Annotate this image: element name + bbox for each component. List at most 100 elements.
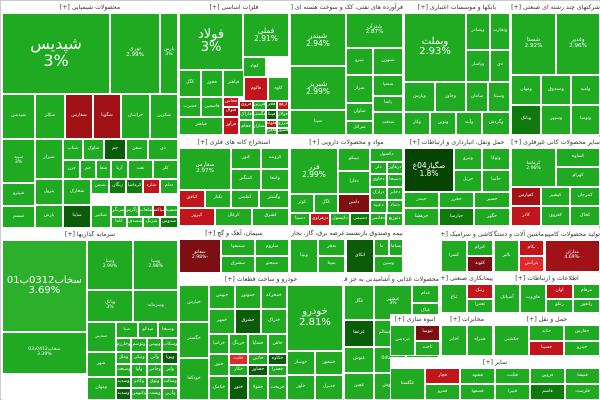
treemap-tile[interactable]: وتوسم xyxy=(131,338,147,352)
treemap-tile[interactable]: سامان xyxy=(466,81,488,113)
treemap-tile[interactable]: وگردش xyxy=(482,112,510,135)
treemap-tile[interactable]: صگیاز04غ 1.8% xyxy=(404,148,454,192)
treemap-tile[interactable]: رتکو xyxy=(546,298,573,313)
treemap-tile[interactable]: غنوش xyxy=(344,347,374,373)
treemap-tile[interactable]: ونوین xyxy=(430,112,456,135)
treemap-tile[interactable]: شاوک xyxy=(83,138,104,160)
treemap-tile[interactable]: کلوند xyxy=(467,256,493,272)
treemap-tile[interactable]: دلر xyxy=(370,162,387,175)
treemap-tile[interactable]: فباهنر xyxy=(223,69,244,98)
treemap-tile[interactable]: دزهراوی xyxy=(310,212,330,226)
treemap-tile[interactable]: پارس 3% xyxy=(160,13,178,94)
treemap-tile[interactable]: کبافق xyxy=(179,190,205,208)
treemap-tile[interactable]: فرآور xyxy=(223,116,239,135)
treemap-tile[interactable]: فزر 2.99% xyxy=(290,148,338,194)
treemap-tile[interactable]: وصنا 2.99% xyxy=(86,240,134,290)
treemap-tile[interactable]: حرهشا xyxy=(404,208,439,226)
treemap-tile[interactable]: کنور xyxy=(231,148,261,170)
treemap-tile[interactable]: دامین xyxy=(338,193,370,213)
treemap-tile[interactable]: فالوم xyxy=(244,77,268,102)
treemap-tile[interactable]: کساوه xyxy=(556,148,600,168)
treemap-tile[interactable]: غچین xyxy=(344,372,374,400)
treemap-tile[interactable]: دقاضی xyxy=(370,212,386,226)
treemap-tile[interactable]: خفناور xyxy=(248,365,268,377)
treemap-tile[interactable]: شبهرن xyxy=(373,47,403,76)
treemap-tile[interactable]: کمرجان xyxy=(570,186,600,206)
treemap-tile[interactable]: دفارا xyxy=(338,170,370,194)
treemap-tile[interactable]: حبندر xyxy=(404,191,439,209)
treemap-tile[interactable]: دتوزیع xyxy=(386,212,403,226)
treemap-tile[interactable]: شفا xyxy=(96,159,111,179)
sector-header-label[interactable]: محصولات غذایی و آشامیدنی به جز قند و شکر… xyxy=(344,274,439,285)
treemap-tile[interactable]: وتوصا xyxy=(571,104,600,135)
sector-header-label[interactable]: سایر [+] xyxy=(390,357,600,368)
treemap-tile[interactable]: حگهر xyxy=(474,208,510,226)
treemap-tile[interactable]: دسینا xyxy=(290,212,310,226)
treemap-tile[interactable]: فولاژ xyxy=(277,110,289,121)
treemap-tile[interactable]: ومهان xyxy=(86,377,116,400)
treemap-tile[interactable]: شرنگی xyxy=(111,205,125,217)
treemap-tile[interactable]: خمحور xyxy=(315,350,343,376)
treemap-tile[interactable]: خموتور xyxy=(235,285,261,309)
treemap-tile[interactable]: خدیزل xyxy=(315,375,343,400)
treemap-tile[interactable]: سخاب0412د03 3.39% xyxy=(2,332,87,374)
treemap-tile[interactable]: وجامی xyxy=(146,364,163,377)
treemap-tile[interactable]: فزرین xyxy=(253,101,266,111)
treemap-tile[interactable]: سبجنو xyxy=(255,256,289,273)
treemap-tile[interactable]: بترانس xyxy=(519,256,544,272)
treemap-tile[interactable]: ونیرو xyxy=(454,148,482,170)
treemap-tile[interactable]: شکربن xyxy=(150,93,178,139)
treemap-tile[interactable]: اخابر xyxy=(441,325,467,356)
treemap-tile[interactable]: غگل xyxy=(344,285,374,320)
treemap-tile[interactable]: حتاید xyxy=(529,325,564,341)
treemap-tile[interactable]: بکام xyxy=(519,240,544,256)
treemap-tile[interactable]: وسین xyxy=(374,256,403,273)
treemap-tile[interactable]: وکبهمن xyxy=(131,388,147,400)
treemap-tile[interactable]: بمپنا xyxy=(318,256,345,273)
treemap-tile[interactable]: شخارک xyxy=(63,178,91,206)
treemap-tile[interactable]: رنیک xyxy=(467,284,493,299)
treemap-tile[interactable]: ساینا xyxy=(63,205,91,228)
treemap-tile[interactable]: شبریز 2.99% xyxy=(290,66,346,111)
treemap-tile[interactable]: خگستر xyxy=(179,321,209,358)
treemap-tile[interactable]: وآیند xyxy=(456,112,482,135)
treemap-tile[interactable]: خمحرکه xyxy=(261,285,287,309)
treemap-tile[interactable]: قپیرا xyxy=(495,384,530,400)
treemap-tile[interactable]: قثابت xyxy=(495,368,530,384)
treemap-tile[interactable]: شکبیر xyxy=(91,205,111,228)
treemap-tile[interactable]: دسبحا xyxy=(387,174,403,187)
treemap-tile[interactable]: وسبحا xyxy=(157,322,178,338)
treemap-tile[interactable]: آریا xyxy=(111,159,128,179)
treemap-tile[interactable]: وخارزم xyxy=(115,338,132,352)
treemap-tile[interactable]: قرن xyxy=(63,159,80,179)
treemap-tile[interactable]: فافزا xyxy=(266,127,277,135)
treemap-tile[interactable]: خشرق xyxy=(235,308,261,335)
treemap-tile[interactable]: ما xyxy=(374,239,389,256)
sector-header-label[interactable]: شرکتهای چند رشته ای صنعتی [+] xyxy=(511,2,600,13)
treemap-tile[interactable]: اتکای xyxy=(346,239,374,273)
treemap-tile[interactable]: خاذین xyxy=(248,354,268,366)
treemap-tile[interactable]: وسدید xyxy=(115,377,132,388)
treemap-tile[interactable]: دحاوی xyxy=(370,174,387,187)
treemap-tile[interactable]: وگستر xyxy=(259,190,289,208)
treemap-tile[interactable]: وبینا xyxy=(290,239,318,273)
treemap-tile[interactable]: فنرژی xyxy=(277,120,289,128)
treemap-tile[interactable]: وپویا xyxy=(162,352,178,364)
treemap-tile[interactable]: شسم xyxy=(2,206,35,228)
sector-header-label[interactable]: فرآورده های نفتی، کک و سوخت هسته ای [+] xyxy=(290,2,403,13)
treemap-tile[interactable]: حپارسا xyxy=(439,208,474,226)
sector-header-label[interactable]: کاشی و سرامیک [+] xyxy=(441,229,493,240)
treemap-tile[interactable]: شستا 2.92% xyxy=(511,13,556,76)
treemap-tile[interactable]: شتاب xyxy=(63,138,83,160)
treemap-tile[interactable]: کگل xyxy=(179,69,201,98)
treemap-tile[interactable]: فاسمین xyxy=(201,97,223,117)
treemap-tile[interactable]: خساپا xyxy=(248,334,268,355)
treemap-tile[interactable]: ونیکی xyxy=(131,352,147,364)
treemap-tile[interactable]: شدوص xyxy=(160,216,178,228)
treemap-tile[interactable]: قشهد xyxy=(460,368,495,384)
treemap-tile[interactable]: قاسم xyxy=(530,384,565,400)
treemap-tile[interactable]: کگل xyxy=(314,193,338,213)
treemap-tile[interactable]: شفارس xyxy=(65,93,93,139)
sector-header-label[interactable]: ماشین آلات و دستگاههای برقی [+] xyxy=(494,229,544,240)
treemap-tile[interactable]: شیراز xyxy=(35,138,63,179)
